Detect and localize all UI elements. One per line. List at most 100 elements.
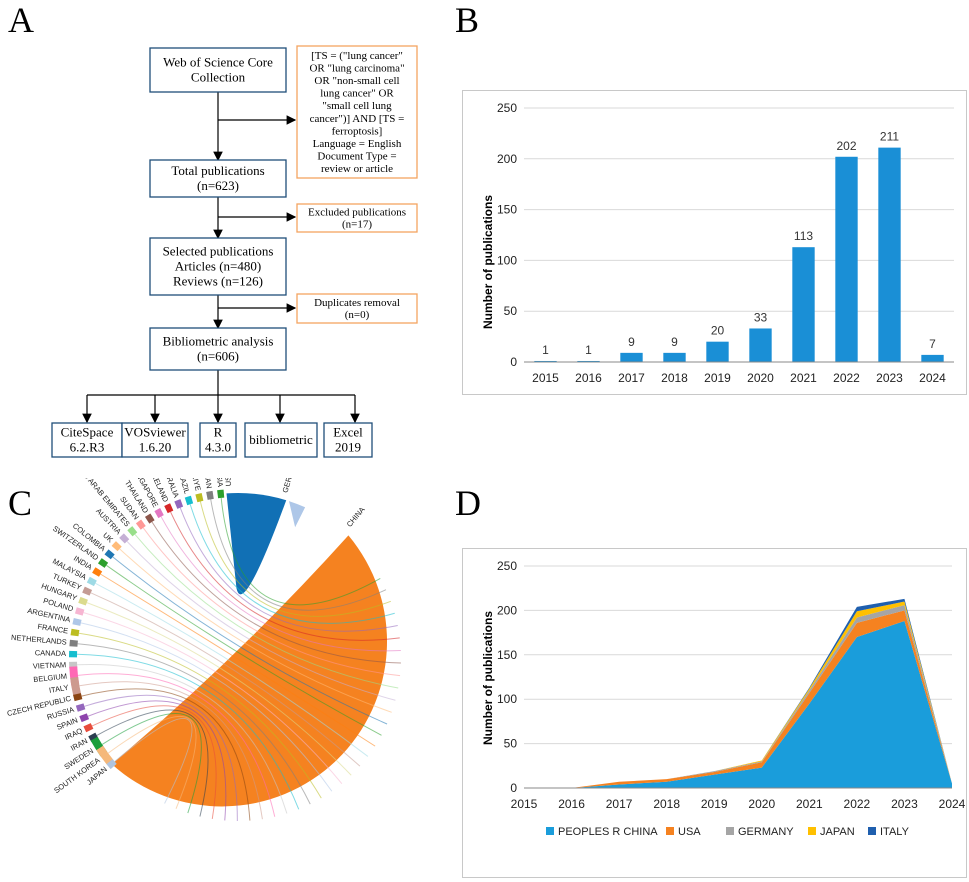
chord-ribbon — [107, 715, 197, 809]
area-series-germany — [524, 605, 952, 788]
panel-label-c: C — [8, 483, 33, 523]
analysis-box-line: Bibliometric analysis — [163, 334, 274, 349]
bar-x-tick-label: 2022 — [833, 371, 860, 385]
chord-diagram: INDONESIAPAKISTANTURKIYEBRAZILAUSTRALIAI… — [6, 478, 401, 822]
area-x-tick-label: 2020 — [748, 797, 775, 811]
chord-ribbon — [91, 705, 217, 820]
chord-arc-france — [70, 628, 80, 637]
area-y-tick-label: 0 — [510, 781, 517, 795]
chord-ribbon — [189, 504, 395, 624]
chord-ribbon — [106, 564, 382, 736]
area-y-tick-label: 150 — [497, 648, 517, 662]
chord-label: PAKISTAN — [199, 478, 214, 489]
bar-2024 — [921, 354, 944, 362]
chord-arc-italy — [70, 676, 82, 697]
area-x-tick-label: 2016 — [558, 797, 585, 811]
bar-data-label: 9 — [628, 335, 635, 349]
source-box-border — [149, 47, 287, 93]
bar-data-label: 7 — [929, 337, 936, 351]
query-box-line: Language = English — [313, 138, 402, 150]
query-box-line: review or article — [321, 163, 393, 175]
tool-box-line: 1.6.20 — [139, 440, 172, 455]
tool-box-line: CiteSpace — [61, 425, 114, 440]
bar-data-label: 113 — [794, 229, 813, 243]
source-box-line: Collection — [191, 70, 246, 85]
bar-x-tick-label: 2016 — [575, 371, 602, 385]
bar-data-label: 9 — [671, 335, 678, 349]
chord-ribbon — [83, 612, 343, 784]
query-box-line: ferroptosis] — [332, 125, 383, 137]
selected-box-border — [149, 237, 287, 296]
chord-arc-indonesia — [217, 489, 225, 499]
chord-arc-switzerland — [97, 558, 109, 568]
area-series-peoples-r-china — [524, 621, 952, 788]
legend-item: PEOPLES R CHINA — [546, 826, 658, 838]
chord-ribbon — [96, 709, 209, 817]
panel-label-a: A — [8, 0, 34, 40]
chord-arc-iran — [88, 732, 99, 743]
total-box: Total publications(n=623) — [149, 159, 287, 198]
tool-box-line: VOSviewer — [124, 425, 186, 440]
legend-label: JAPAN — [820, 826, 855, 838]
chord-ribbon — [160, 516, 401, 652]
chord-label: USA — [223, 478, 233, 486]
duplicates-box-line: Duplicates removal — [314, 297, 400, 309]
chord-ribbon — [101, 713, 202, 814]
bar-2020 — [749, 328, 772, 362]
chord-arc-u-arab-emirates — [127, 526, 138, 537]
tool-box-border — [199, 422, 237, 458]
excluded-box: Excluded publications(n=17) — [296, 203, 418, 233]
bar-2022 — [835, 156, 858, 362]
area-x-tick-label: 2024 — [939, 797, 966, 811]
chord-label: INDONESIA — [212, 478, 225, 487]
duplicates-box-line: (n=0) — [345, 309, 370, 321]
area-series-japan — [524, 601, 952, 788]
area-x-tick-label: 2022 — [844, 797, 871, 811]
tool-box-line: 6.2.R3 — [70, 440, 105, 455]
tool-box-line: R — [214, 425, 223, 440]
bar-x-tick-label: 2018 — [661, 371, 688, 385]
chord-ribbon — [90, 592, 361, 767]
chord-arc-japan — [106, 759, 117, 770]
chord-ribbon — [79, 681, 263, 820]
area-x-tick-label: 2021 — [796, 797, 823, 811]
chord-ribbon — [95, 582, 369, 757]
query-box-line: cancer")] AND [TS = — [310, 113, 405, 125]
bar-2015 — [534, 360, 557, 362]
tool-box-border — [121, 422, 189, 458]
legend-label: GERMANY — [738, 826, 794, 838]
chord-arc-thailand — [144, 513, 155, 524]
query-box-line: OR "non-small cell — [314, 75, 399, 87]
bar-2021 — [792, 247, 815, 362]
tool-box: R4.3.0 — [199, 422, 237, 458]
chord-arc-canada — [69, 650, 78, 658]
query-box-line: "small cell lung — [322, 100, 392, 112]
chord-ribbon — [179, 507, 398, 632]
legend-swatch — [666, 827, 674, 835]
bar-x-tick-label: 2024 — [919, 371, 946, 385]
excluded-box-line: Excluded publications — [308, 206, 406, 218]
bar-y-tick-label: 50 — [504, 304, 518, 318]
chord-ribbon — [170, 511, 400, 641]
total-box-border — [149, 159, 287, 198]
area-y-axis-title: Number of publications — [481, 611, 495, 745]
bar-x-tick-label: 2020 — [747, 371, 774, 385]
legend-label: ITALY — [880, 826, 910, 838]
bar-2017 — [620, 352, 643, 362]
excluded-box-border — [296, 203, 418, 233]
selected-box-line: Selected publications — [163, 244, 274, 259]
chord-ribbon — [84, 694, 238, 822]
chord-arc-malaysia — [86, 576, 97, 587]
chord-arc-netherlands — [69, 639, 78, 647]
chord-ribbon — [220, 497, 381, 606]
area-chart: 0 50 100 150 200 250 2015 2016 2017 2018 2019 2020 2… — [462, 548, 967, 878]
chord-arc-india — [92, 567, 103, 577]
bar-data-label: 33 — [754, 310, 768, 324]
bar-2019 — [706, 341, 729, 362]
chord-label: GERMANY — [281, 478, 300, 494]
legend-item: USA — [666, 826, 701, 838]
chord-ribbon — [112, 556, 388, 725]
chord-ribbon — [119, 548, 392, 713]
